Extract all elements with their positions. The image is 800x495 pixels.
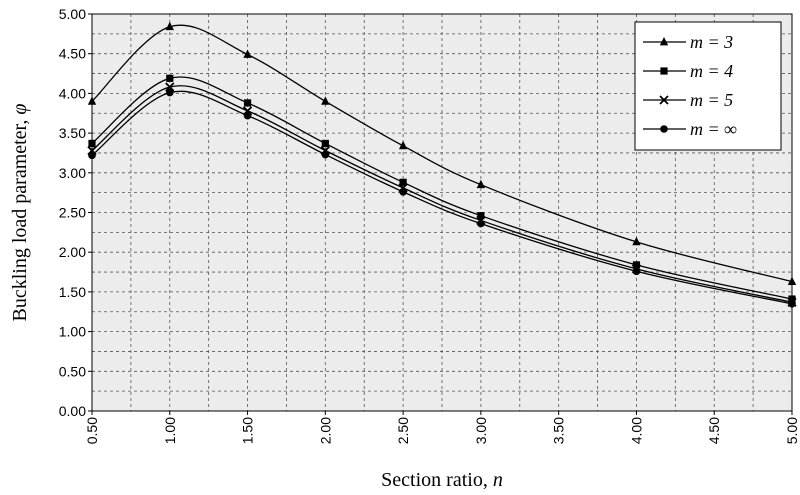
data-point bbox=[165, 21, 174, 31]
data-point bbox=[243, 49, 252, 58]
y-tick-label: 3.00 bbox=[59, 165, 86, 181]
x-axis-title: Section ratio, n bbox=[381, 469, 503, 491]
y-tick-label: 0.00 bbox=[59, 403, 86, 419]
y-tick-label: 5.00 bbox=[59, 6, 86, 22]
data-point bbox=[165, 82, 175, 92]
data-point bbox=[477, 212, 485, 220]
x-tick-label: 5.00 bbox=[784, 417, 800, 444]
y-tick-label: 4.50 bbox=[59, 46, 86, 62]
y-axis-title: Buckling load parameter, φ bbox=[9, 104, 31, 322]
data-point bbox=[399, 178, 407, 186]
data-point bbox=[632, 236, 641, 246]
legend-label: m = 3 bbox=[690, 32, 733, 52]
legend-label: m = ∞ bbox=[690, 119, 737, 139]
y-tick-label: 2.00 bbox=[59, 244, 86, 260]
data-point bbox=[243, 99, 252, 107]
x-tick-label: 4.00 bbox=[628, 417, 644, 444]
data-point bbox=[632, 267, 641, 276]
series-1 bbox=[87, 21, 797, 285]
y-tick-label: 1.00 bbox=[59, 324, 86, 340]
data-point bbox=[321, 150, 330, 159]
x-tick-label: 0.50 bbox=[84, 417, 100, 444]
y-tick-label: 0.50 bbox=[59, 363, 86, 379]
y-tick-label: 1.50 bbox=[59, 284, 86, 300]
data-point bbox=[321, 96, 330, 105]
legend-marker bbox=[660, 125, 668, 133]
series-4 bbox=[88, 88, 796, 308]
legend-item: m = 3 bbox=[643, 32, 733, 52]
data-point bbox=[165, 88, 174, 97]
x-tick-label: 1.00 bbox=[162, 417, 178, 444]
data-point bbox=[476, 179, 486, 189]
data-point bbox=[398, 140, 408, 150]
legend-item: m = ∞ bbox=[643, 119, 737, 139]
y-tick-label: 2.50 bbox=[59, 205, 86, 221]
x-axis-title-var: n bbox=[493, 469, 503, 491]
legend-marker bbox=[659, 95, 669, 105]
x-axis-title-text: Section ratio, bbox=[381, 469, 493, 491]
legend-marker bbox=[659, 37, 669, 46]
data-point bbox=[166, 74, 174, 82]
legend-item: m = 4 bbox=[643, 61, 733, 81]
ticks: 0.000.501.001.502.002.503.003.504.004.50… bbox=[59, 6, 800, 444]
legend-label: m = 4 bbox=[690, 61, 733, 81]
series-layer bbox=[87, 21, 797, 308]
x-tick-label: 3.00 bbox=[473, 417, 489, 444]
x-tick-label: 2.00 bbox=[317, 417, 333, 444]
x-tick-label: 1.50 bbox=[240, 417, 256, 444]
legend-marker bbox=[660, 67, 668, 75]
data-point bbox=[243, 111, 252, 120]
data-point bbox=[321, 139, 329, 148]
x-tick-label: 3.50 bbox=[551, 417, 567, 444]
data-point bbox=[477, 219, 485, 228]
y-tick-label: 4.00 bbox=[59, 85, 86, 101]
legend-label: m = 5 bbox=[690, 90, 733, 110]
legend-item: m = 5 bbox=[643, 90, 733, 110]
y-axis-title-var: φ bbox=[9, 104, 31, 115]
x-tick-label: 4.50 bbox=[706, 417, 722, 444]
legend: m = 3 m = 4 m = 5 m = ∞ bbox=[634, 21, 782, 151]
y-tick-label: 3.50 bbox=[59, 125, 86, 141]
data-point bbox=[399, 188, 407, 196]
data-point bbox=[632, 261, 641, 269]
x-tick-label: 2.50 bbox=[395, 417, 411, 444]
y-axis-title-text: Buckling load parameter, bbox=[9, 115, 31, 322]
